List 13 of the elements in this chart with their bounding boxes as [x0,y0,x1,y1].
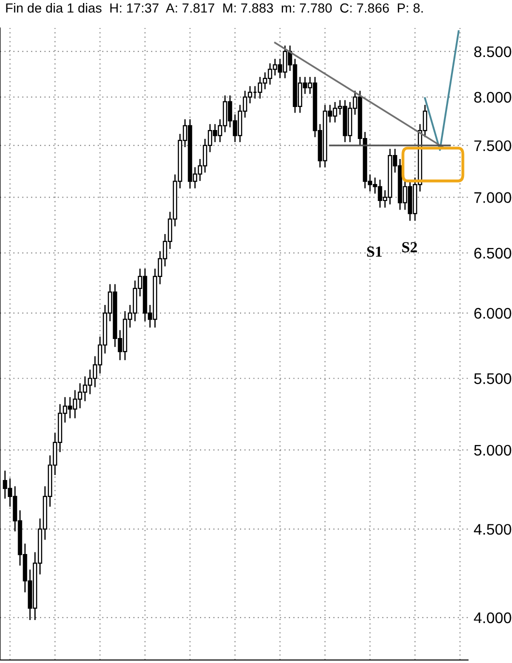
y-tick-label: 7.000 [474,192,512,203]
annotation: S2 [402,242,417,252]
chart-title: Fin de dia 1 dias H: 17:37 A: 7.817 M: 7.883 m: 7.780 C: 7.866 P: 8. [6,3,423,13]
y-tick-label: 6.000 [474,308,512,319]
annotation: S1 [367,246,382,257]
y-tick-label: 7.500 [474,140,512,152]
y-tick-label: 4.500 [474,524,512,535]
y-tick-label: 5.500 [474,373,512,384]
y-tick-label: 4.000 [474,612,512,624]
y-tick-label: 6.500 [474,248,512,259]
y-tick-label: 5.000 [474,444,512,456]
y-tick-label: 8.000 [474,92,512,103]
y-tick-label: 8.500 [474,46,512,58]
